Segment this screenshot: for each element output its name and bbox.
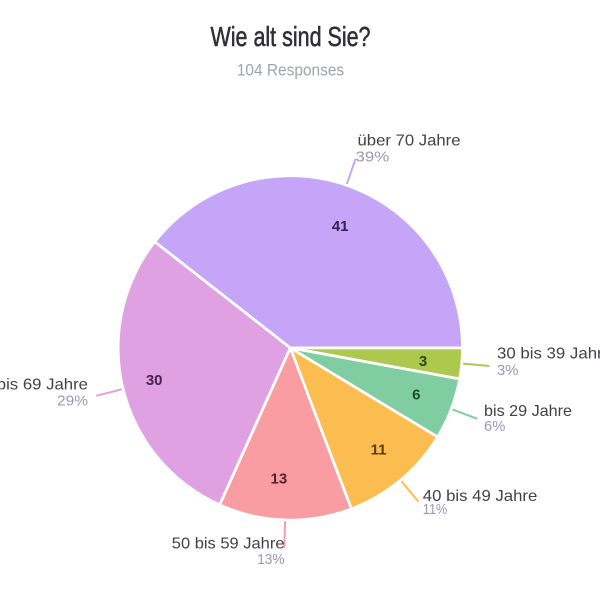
svg-text:13: 13 [271, 471, 288, 488]
svg-text:30: 30 [146, 372, 163, 389]
svg-text:11: 11 [371, 442, 387, 459]
svg-text:41: 41 [332, 218, 349, 235]
svg-text:13%: 13% [257, 551, 284, 568]
svg-text:6: 6 [412, 386, 420, 403]
svg-text:40 bis 49 Jahre: 40 bis 49 Jahre [423, 488, 538, 505]
svg-text:über 70 Jahre: über 70 Jahre [358, 132, 461, 149]
svg-text:50 bis 59 Jahre: 50 bis 59 Jahre [172, 536, 285, 553]
svg-text:39%: 39% [356, 148, 390, 165]
svg-text:3%: 3% [497, 362, 518, 379]
svg-text:29%: 29% [57, 392, 88, 409]
svg-text:6%: 6% [484, 418, 505, 435]
svg-text:Wie alt sind Sie?: Wie alt sind Sie? [211, 21, 371, 52]
svg-text:104 Responses: 104 Responses [237, 61, 344, 80]
svg-text:bis 29 Jahre: bis 29 Jahre [484, 403, 572, 420]
svg-text:11%: 11% [423, 501, 448, 518]
svg-text:3: 3 [419, 353, 427, 370]
svg-text:60 bis 69 Jahre: 60 bis 69 Jahre [0, 377, 88, 394]
svg-text:30 bis 39 Jahre: 30 bis 39 Jahre [497, 346, 600, 363]
